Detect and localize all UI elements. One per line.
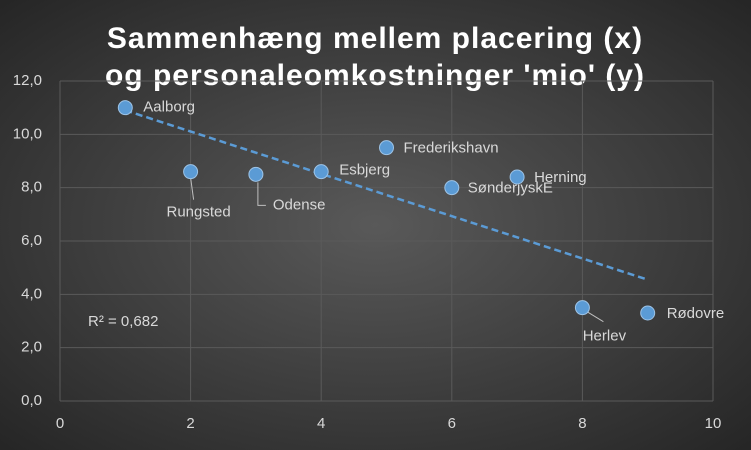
point — [379, 140, 394, 156]
y-tick-label: 0,0 — [21, 392, 42, 409]
leader-line — [585, 310, 604, 323]
point — [183, 164, 199, 180]
x-tick-label: 6 — [448, 415, 456, 432]
point — [248, 166, 264, 182]
point-label: Frederikshavn — [404, 140, 499, 157]
leader-line — [257, 182, 266, 206]
point-label: Herning — [534, 169, 587, 186]
point-label: Aalborg — [143, 99, 195, 116]
x-tick-label: 0 — [56, 415, 64, 432]
y-tick-label: 8,0 — [21, 179, 42, 196]
point-label: Rødovre — [667, 305, 725, 322]
point — [117, 100, 133, 116]
y-tick-label: 10,0 — [13, 125, 42, 142]
point-label: Rungsted — [166, 204, 230, 221]
y-tick-label: 2,0 — [21, 339, 42, 356]
x-tick-label: 4 — [317, 415, 325, 432]
y-tick-label: 12,0 — [13, 72, 42, 89]
chart-title: Sammenhæng mellem placering (x) — [107, 22, 643, 55]
point-label: SønderjyskE — [468, 180, 553, 197]
x-tick-label: 2 — [186, 415, 194, 432]
point — [313, 164, 329, 180]
x-tick-label: 8 — [578, 415, 586, 432]
chart-title: og personaleomkostninger 'mio' (y) — [105, 59, 645, 92]
trendline — [124, 109, 649, 281]
point-label: Herlev — [583, 328, 627, 345]
y-tick-label: 4,0 — [21, 285, 42, 302]
point-label: Odense — [273, 196, 326, 213]
point — [444, 180, 460, 196]
x-tick-label: 10 — [705, 415, 722, 432]
annotation: R² = 0,682 — [88, 313, 158, 330]
point-label: Esbjerg — [339, 162, 390, 179]
point — [574, 300, 590, 316]
y-tick-label: 6,0 — [21, 232, 42, 249]
point — [509, 169, 525, 185]
point — [640, 305, 656, 321]
leader-line — [190, 177, 195, 200]
